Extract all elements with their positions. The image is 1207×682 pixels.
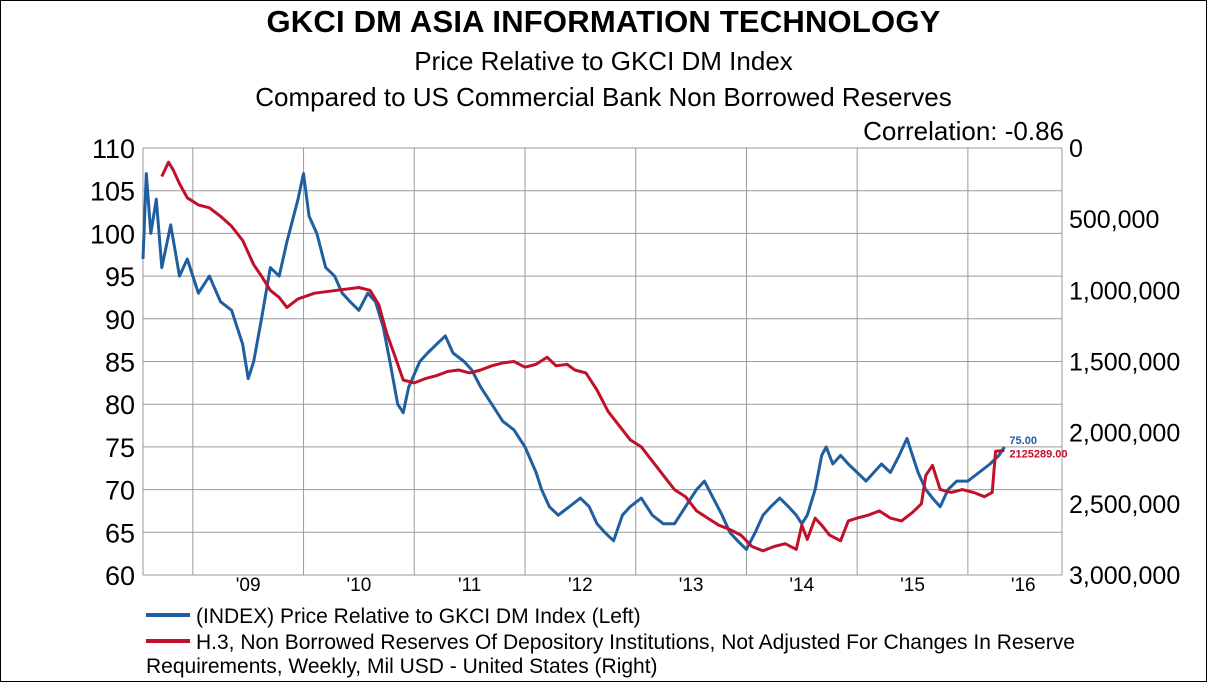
left-tick-label: 80 xyxy=(105,390,135,420)
legend-item-index: (INDEX) Price Relative to GKCI DM Index … xyxy=(146,605,641,629)
right-tick-label: 3,000,000 xyxy=(1069,562,1180,590)
x-tick-label: '10 xyxy=(347,575,372,596)
left-tick-label: 85 xyxy=(105,348,135,378)
left-tick-label: 75 xyxy=(105,433,135,463)
x-tick-label: '13 xyxy=(679,575,704,596)
left-tick-label: 65 xyxy=(105,518,135,548)
chart-title: GKCI DM ASIA INFORMATION TECHNOLOGY xyxy=(266,4,941,39)
legend-label-index: (INDEX) Price Relative to GKCI DM Index … xyxy=(196,605,641,628)
chart-subtitle-2: Compared to US Commercial Bank Non Borro… xyxy=(255,82,952,112)
gridlines xyxy=(142,147,1063,576)
legend-swatch-reserves xyxy=(146,639,190,644)
right-tick-label: 2,000,000 xyxy=(1069,420,1180,448)
last-value-label-reserves: 2125289.00 xyxy=(1009,448,1067,460)
x-tick-label: '12 xyxy=(568,575,593,596)
legend-item-reserves: H.3, Non Borrowed Reserves Of Depository… xyxy=(146,631,1106,679)
left-tick-label: 105 xyxy=(90,177,135,207)
right-axis-tick-labels: 0 500,000 1,000,000 1,500,000 2,000,000 2,500… xyxy=(1069,135,1180,590)
last-value-label-index: 75.00 xyxy=(1009,435,1037,447)
left-tick-label: 60 xyxy=(105,561,135,591)
legend-label-reserves: H.3, Non Borrowed Reserves Of Depository… xyxy=(146,631,1075,678)
left-tick-label: 90 xyxy=(105,305,135,335)
legend-swatch-index xyxy=(146,613,190,618)
series-line-reserves xyxy=(160,160,1005,553)
right-tick-label: 0 xyxy=(1069,135,1083,163)
x-tick-label: '15 xyxy=(900,575,925,596)
right-tick-label: 2,500,000 xyxy=(1069,491,1180,519)
chart-subtitle-1: Price Relative to GKCI DM Index xyxy=(414,46,793,76)
right-tick-label: 500,000 xyxy=(1069,206,1159,234)
left-tick-label: 70 xyxy=(105,476,135,506)
left-axis-tick-labels: 60 65 70 75 80 85 90 95 100 105 110 xyxy=(90,134,135,591)
left-tick-label: 100 xyxy=(90,219,135,249)
x-axis-tick-labels: '09 '10 '11 '12 '13 '14 '15 '16 xyxy=(236,575,1036,596)
series-line-index xyxy=(141,172,1006,551)
correlation-annotation: Correlation: -0.86 xyxy=(863,116,1064,146)
right-tick-label: 1,000,000 xyxy=(1069,277,1180,305)
x-tick-label: '16 xyxy=(1011,575,1036,596)
right-tick-label: 1,500,000 xyxy=(1069,349,1180,377)
x-tick-label: '11 xyxy=(458,575,481,596)
x-tick-label: '09 xyxy=(236,575,261,596)
series-lines xyxy=(141,160,1006,553)
left-tick-label: 110 xyxy=(92,134,135,164)
x-tick-label: '14 xyxy=(789,575,814,596)
left-tick-label: 95 xyxy=(105,262,135,292)
